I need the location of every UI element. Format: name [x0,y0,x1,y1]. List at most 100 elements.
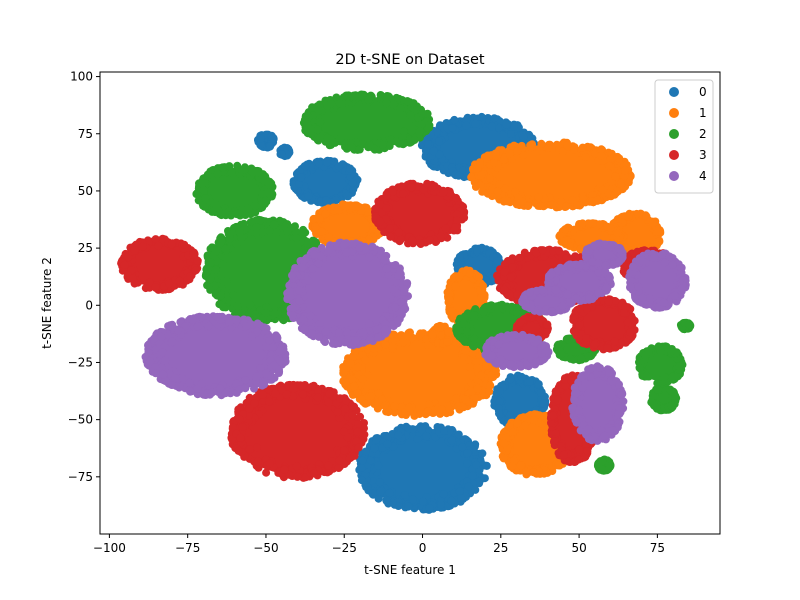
data-point [416,239,424,247]
data-point [256,216,265,225]
data-point [399,140,408,149]
data-point [304,191,313,200]
data-point [310,469,318,478]
data-point [342,396,351,405]
data-point [511,187,520,196]
data-point [236,433,245,442]
data-point [570,145,578,154]
data-point [455,487,464,496]
data-point [213,170,222,179]
data-point [562,202,571,211]
data-point [370,444,379,453]
data-point [500,439,509,448]
data-point [437,500,445,509]
data-point [272,228,281,237]
data-point [444,328,453,337]
data-point [445,404,454,413]
data-point [471,485,480,494]
data-point [464,482,473,491]
data-point [649,219,658,228]
data-point [366,456,375,465]
data-point [349,92,358,101]
data-point [354,202,362,211]
data-point [413,434,422,443]
data-point [265,397,274,406]
data-point [317,227,326,236]
data-point [325,389,334,398]
data-point [128,274,137,283]
data-point [597,145,606,154]
data-point [280,465,289,474]
data-point [447,436,456,445]
data-point [553,396,562,405]
data-point [394,228,403,237]
data-point [354,420,363,428]
data-point [235,414,244,423]
data-point [348,178,357,187]
data-point [349,185,358,194]
data-point [409,495,417,504]
data-point [517,372,526,381]
data-point [554,461,562,470]
data-point [383,439,392,448]
data-point [482,461,491,470]
data-point [186,272,195,281]
data-point [606,461,615,470]
data-point [347,143,356,152]
data-point [385,224,394,233]
data-point [536,202,545,210]
data-point [471,119,480,128]
data-point [298,381,307,390]
data-point [308,236,317,245]
data-point [327,99,336,108]
data-point [476,337,485,346]
data-point [534,380,543,389]
data-point [635,363,644,372]
data-point [292,234,301,243]
data-point [225,162,234,171]
data-point [271,389,280,398]
data-point [323,158,331,167]
data-point [429,147,438,156]
data-point [262,468,271,477]
data-point [654,342,663,351]
data-point [258,390,267,399]
data-point [451,282,460,291]
data-point [575,445,584,454]
data-point [499,155,508,164]
data-point [560,237,568,246]
data-point [520,421,529,430]
data-point [502,302,511,311]
data-point [468,471,477,480]
data-point [388,342,397,351]
data-point [518,197,527,206]
data-point [617,179,625,188]
data-point [268,134,277,143]
data-point [513,419,522,428]
data-point [316,118,324,127]
data-point [322,196,331,205]
data-point [425,504,434,513]
data-point [436,121,445,130]
data-point [579,194,588,203]
data-point [539,399,548,408]
data-point [299,225,308,234]
data-point [404,502,413,511]
data-point [480,293,489,302]
data-point [361,399,370,408]
data-point [502,120,511,129]
data-point [454,171,463,180]
data-point [397,182,406,191]
data-point [266,142,275,151]
data-point [458,443,467,452]
data-point [220,209,229,218]
data-point [443,338,451,346]
data-point [519,413,528,422]
data-point [509,427,518,436]
data-point [384,408,393,417]
data-point [451,223,460,232]
data-point [234,209,243,218]
data-point [477,371,486,380]
data-point [584,219,593,228]
data-point [353,427,362,436]
